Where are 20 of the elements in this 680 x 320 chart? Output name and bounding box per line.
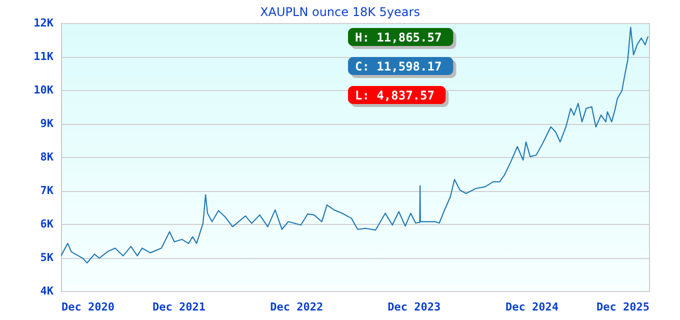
annotation: L: 4,837.57 bbox=[355, 88, 434, 102]
x-tick-label: Dec 2021 bbox=[152, 300, 206, 314]
y-tick-label: 10K bbox=[34, 84, 54, 96]
y-tick-label: 4K bbox=[40, 284, 54, 298]
x-tick-label: Dec 2023 bbox=[388, 300, 441, 314]
annotation: H: 11,865.57 bbox=[355, 30, 442, 44]
y-tick-label: 6K bbox=[40, 218, 54, 230]
x-tick-label: Dec 2020 bbox=[62, 300, 114, 314]
x-tick-label: Dec 2022 bbox=[270, 300, 324, 314]
chart-title: XAUPLN ounce 18K 5years bbox=[260, 5, 420, 19]
x-tick-label: Dec 2025 bbox=[596, 300, 650, 314]
y-tick-label: 11K bbox=[34, 50, 54, 63]
y-tick-label: 8K bbox=[40, 150, 54, 164]
line-series bbox=[61, 26, 649, 264]
y-tick-label: 9K bbox=[40, 117, 54, 130]
y-tick-label: 5K bbox=[40, 251, 54, 264]
y-tick-label: 7K bbox=[40, 184, 54, 197]
annotation: C: 11,598.17 bbox=[355, 60, 442, 74]
y-tick-label: 12K bbox=[34, 16, 54, 30]
x-tick-label: Dec 2024 bbox=[505, 300, 559, 314]
